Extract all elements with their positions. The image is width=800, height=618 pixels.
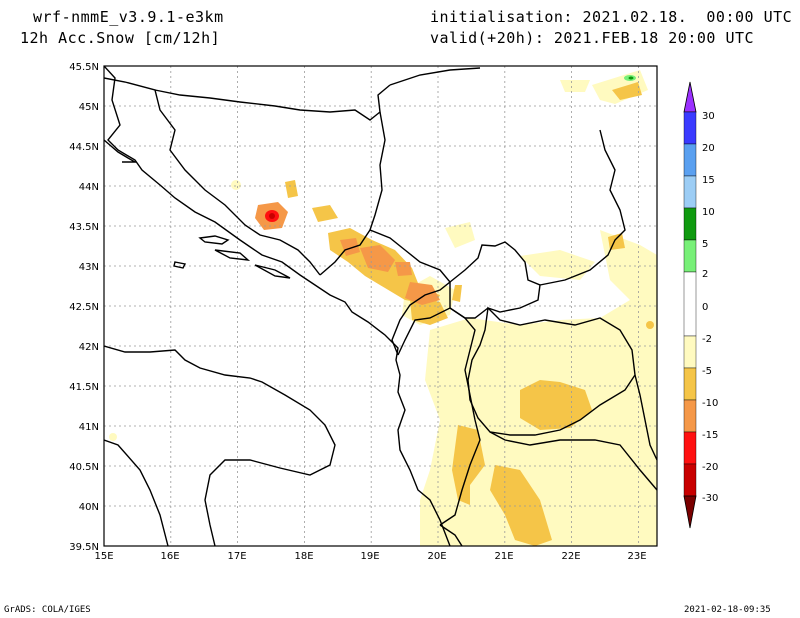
border-bosnia-serbia	[369, 111, 386, 231]
italy-heel	[104, 439, 169, 546]
colorbar-label: -2	[702, 334, 712, 345]
colorbar-bottom-arrow	[683, 495, 697, 529]
colorbar-label: 15	[702, 175, 715, 186]
lon-label: 18E	[294, 551, 313, 562]
colorbar-label: 30	[702, 111, 715, 122]
lon-label: 21E	[494, 551, 513, 562]
footer-credit: GrADS: COLA/IGES	[4, 605, 91, 615]
snow-heavy-areas	[255, 202, 440, 305]
colorbar-swatch	[683, 111, 697, 145]
colorbar-label: 20	[702, 143, 715, 154]
colorbar: 30 20 15 10 5 2 0 -2 -5 -10 -15 -20 -30	[683, 81, 718, 529]
lat-label: 40.5N	[69, 462, 99, 473]
positive-anomaly-spot	[624, 75, 636, 81]
init-time: initialisation: 2021.02.18. 00:00 UTC	[430, 8, 793, 26]
lon-label: 23E	[627, 551, 646, 562]
colorbar-swatch	[683, 271, 697, 337]
lat-label: 39.5N	[69, 542, 99, 553]
lat-label: 44N	[79, 182, 99, 193]
adriatic-east-coast	[104, 66, 451, 546]
colorbar-label: 0	[702, 302, 708, 313]
border-albania	[397, 307, 481, 526]
island-3	[254, 264, 291, 279]
border-greece-bulgaria	[634, 374, 657, 461]
colorbar-swatch	[683, 399, 697, 433]
colorbar-swatch	[683, 239, 697, 273]
border-north-macedonia	[467, 306, 636, 436]
istria-coast	[104, 139, 138, 163]
colorbar-label: 2	[702, 269, 708, 280]
colorbar-swatch	[683, 207, 697, 241]
colorbar-label: -20	[702, 462, 718, 473]
border-kosovo	[449, 241, 541, 319]
lat-label: 41.5N	[69, 382, 99, 393]
lon-label: 17E	[227, 551, 246, 562]
lat-label: 41N	[79, 422, 99, 433]
field-title: 12h Acc.Snow [cm/12h]	[20, 29, 221, 47]
border-croatia-north	[154, 84, 391, 121]
border-serbia-north	[389, 67, 481, 86]
colorbar-swatch	[683, 335, 697, 369]
lat-label: 45.5N	[69, 62, 99, 73]
border-greece-lake	[489, 431, 657, 491]
colorbar-label: 5	[702, 239, 708, 250]
colorbar-swatch	[683, 463, 697, 497]
grid-lines	[104, 66, 657, 546]
colorbar-swatch	[683, 431, 697, 465]
colorbar-top-arrow	[683, 81, 697, 113]
lat-label: 44.5N	[69, 142, 99, 153]
lon-label: 16E	[160, 551, 179, 562]
latitude-labels: 45.5N 45N 44.5N 44N 43.5N 43N 42.5N 42N …	[69, 62, 99, 553]
colorbar-label: -30	[702, 493, 718, 504]
lon-label: 22E	[561, 551, 580, 562]
colorbar-label: -5	[702, 366, 712, 377]
footer-timestamp: 2021-02-18-09:35	[684, 605, 771, 615]
island-2	[214, 249, 251, 261]
snow-core-area	[269, 213, 275, 219]
lat-label: 40N	[79, 502, 99, 513]
italy-coast	[104, 345, 336, 546]
lat-label: 45N	[79, 102, 99, 113]
colorbar-label: -10	[702, 398, 718, 409]
model-title: wrf-nmmE_v3.9.1-e3km	[33, 8, 224, 26]
border-montenegro	[319, 229, 451, 356]
colorbar-swatch	[683, 143, 697, 177]
map-outlines	[104, 66, 657, 546]
lon-label: 19E	[360, 551, 379, 562]
longitude-labels: 15E 16E 17E 18E 19E 20E 21E 22E 23E	[94, 551, 646, 562]
border-serbia-east	[539, 129, 626, 286]
snow-fields	[109, 70, 657, 546]
lat-label: 42.5N	[69, 302, 99, 313]
lat-label: 43.5N	[69, 222, 99, 233]
map-frame	[103, 65, 658, 547]
greece-coast	[439, 524, 463, 546]
island-1	[198, 235, 230, 245]
lat-label: 43N	[79, 262, 99, 273]
colorbar-label: 10	[702, 207, 715, 218]
lon-label: 15E	[94, 551, 113, 562]
colorbar-label: -15	[702, 430, 718, 441]
island-4	[173, 261, 187, 269]
valid-time: valid(+20h): 2021.FEB.18 20:00 UTC	[430, 29, 755, 47]
lon-label: 20E	[427, 551, 446, 562]
border-croatia-bosnia	[104, 77, 321, 276]
colorbar-swatch	[683, 175, 697, 209]
colorbar-swatch	[683, 367, 697, 401]
lat-label: 42N	[79, 342, 99, 353]
